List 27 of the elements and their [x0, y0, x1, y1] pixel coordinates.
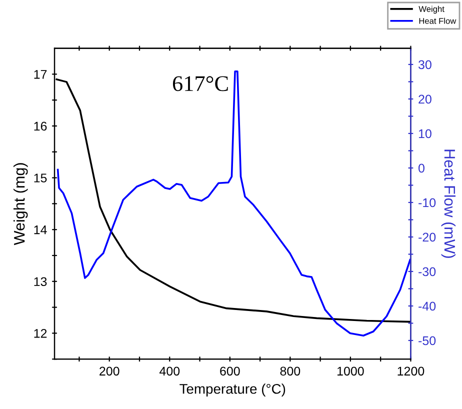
- x-tick-label: 1200: [398, 366, 424, 376]
- x-axis-title: Temperature (°C): [180, 384, 286, 397]
- y2-tick-label: -40: [418, 302, 436, 311]
- y-tick-label: 14: [34, 226, 47, 234]
- annotation: 617°C: [172, 76, 228, 92]
- y2-tick-label: 30: [418, 60, 432, 70]
- legend-label: Weight: [418, 6, 444, 14]
- y2-tick-label: -10: [418, 198, 436, 208]
- x-tick-label: 400: [159, 366, 180, 376]
- y2-tick-label: 0: [418, 164, 424, 173]
- y2-tick-label: -50: [418, 336, 436, 346]
- y-tick-label: 13: [34, 277, 47, 286]
- x-tick-label: 800: [280, 366, 300, 376]
- x-tick-label: 200: [100, 366, 120, 376]
- y2-tick-label: 10: [418, 129, 432, 138]
- y2-tick-label: -30: [418, 267, 436, 276]
- x-tick-label: 600: [220, 366, 240, 376]
- y-tick-label: 15: [34, 174, 47, 182]
- y2-axis-title: Heat Flow (mW): [441, 150, 456, 258]
- y-tick-label: 12: [34, 329, 47, 338]
- y-tick-label: 17: [34, 70, 47, 79]
- y-tick-label: 16: [34, 122, 47, 131]
- y2-tick-label: -20: [418, 232, 436, 242]
- y2-tick-label: 20: [418, 94, 432, 104]
- x-tick-label: 1000: [338, 366, 364, 376]
- y-axis-title: Weight (mg): [14, 163, 28, 246]
- legend-label: Heat Flow: [419, 18, 456, 24]
